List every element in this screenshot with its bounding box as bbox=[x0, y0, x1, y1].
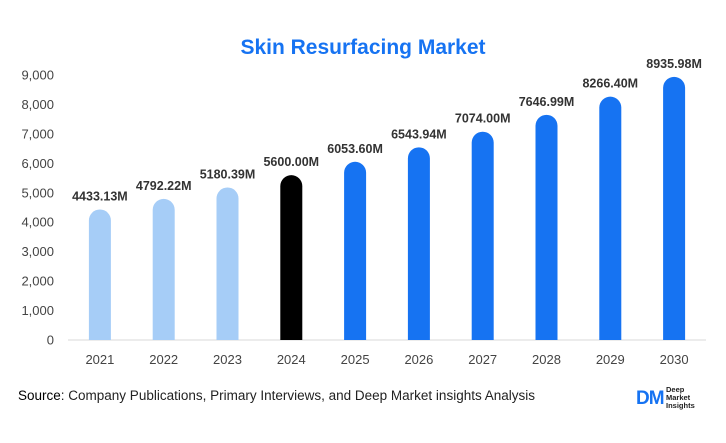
y-tick-label: 8,000 bbox=[21, 97, 54, 112]
bar-2029 bbox=[599, 96, 622, 341]
y-tick-label: 9,000 bbox=[21, 68, 54, 83]
y-tick-label: 4,000 bbox=[21, 215, 54, 230]
x-tick-label: 2030 bbox=[660, 352, 689, 367]
x-tick-label: 2022 bbox=[149, 352, 178, 367]
bar-2022 bbox=[152, 198, 175, 340]
x-tick-label: 2025 bbox=[341, 352, 370, 367]
bar-2030 bbox=[663, 76, 686, 340]
data-label-2029: 8266.40M bbox=[582, 77, 638, 91]
bars-group bbox=[88, 76, 686, 341]
source-note: Source: Company Publications, Primary In… bbox=[18, 388, 535, 403]
x-tick-label: 2021 bbox=[85, 352, 114, 367]
y-tick-label: 5,000 bbox=[21, 185, 54, 200]
y-tick-label: 2,000 bbox=[21, 274, 54, 289]
bar-2026 bbox=[407, 147, 430, 340]
x-tick-label: 2023 bbox=[213, 352, 242, 367]
data-label-2027: 7074.00M bbox=[455, 112, 511, 126]
x-tick-label: 2028 bbox=[532, 352, 561, 367]
data-label-2024: 5600.00M bbox=[263, 155, 319, 169]
data-label-2025: 6053.60M bbox=[327, 142, 383, 156]
data-label-2026: 6543.94M bbox=[391, 127, 447, 141]
labels-group: 4433.13M 4792.22M 5180.39M 5600.00M 6053.60M… bbox=[72, 57, 702, 204]
data-label-2023: 5180.39M bbox=[200, 167, 256, 181]
x-tick-label: 2029 bbox=[596, 352, 625, 367]
y-tick-label: 7,000 bbox=[21, 126, 54, 141]
logo-line-2: Market bbox=[666, 393, 691, 402]
bar-2027 bbox=[471, 131, 494, 340]
x-tick-label: 2026 bbox=[404, 352, 433, 367]
data-label-2028: 7646.99M bbox=[519, 95, 575, 109]
bar-2024 bbox=[280, 175, 303, 340]
data-label-2022: 4792.22M bbox=[136, 179, 192, 193]
x-tick-label: 2024 bbox=[277, 352, 306, 367]
y-tick-label: 0 bbox=[47, 333, 54, 348]
bar-2023 bbox=[216, 187, 239, 340]
bar-2021 bbox=[88, 209, 111, 340]
data-label-2030: 8935.98M bbox=[646, 57, 702, 71]
axis-group: 0 1,000 2,000 3,000 4,000 5,000 6,000 7,000 8,00… bbox=[21, 68, 706, 367]
company-logo: DM Deep Market Insights bbox=[636, 386, 720, 410]
y-tick-label: 3,000 bbox=[21, 244, 54, 259]
source-label: Source bbox=[18, 388, 61, 403]
logo-text: Deep Market Insights bbox=[666, 386, 695, 410]
source-text: : Company Publications, Primary Intervie… bbox=[60, 388, 535, 403]
chart-title: Skin Resurfacing Market bbox=[240, 36, 486, 59]
logo-line-1: Deep bbox=[666, 385, 685, 394]
y-tick-label: 6,000 bbox=[21, 156, 54, 171]
logo-mark-icon: DM bbox=[636, 388, 665, 409]
data-label-2021: 4433.13M bbox=[72, 189, 128, 203]
logo-line-3: Insights bbox=[666, 401, 695, 410]
bar-2025 bbox=[344, 161, 367, 340]
y-tick-label: 1,000 bbox=[21, 303, 54, 318]
bar-2028 bbox=[535, 114, 558, 341]
x-tick-label: 2027 bbox=[468, 352, 497, 367]
